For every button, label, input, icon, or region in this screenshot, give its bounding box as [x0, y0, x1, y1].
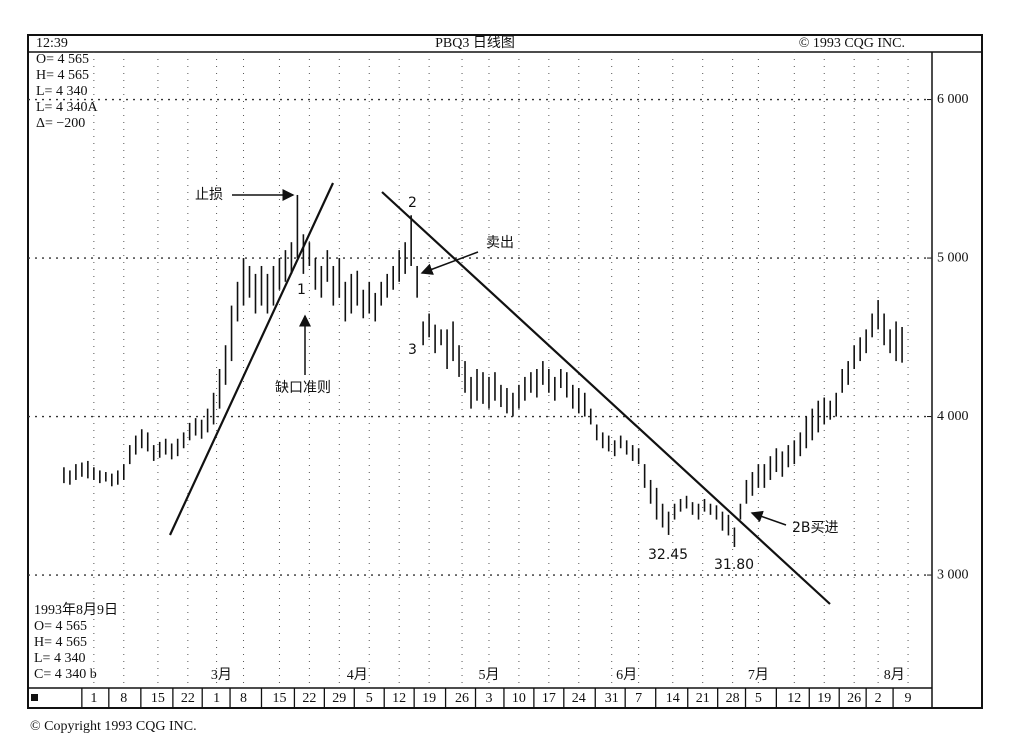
arrow [750, 510, 787, 526]
y-tick-label: 4 000 [937, 409, 969, 424]
x-tick-label: 9 [905, 691, 912, 706]
x-tick-label: 19 [817, 691, 831, 706]
x-tick-label: 10 [512, 691, 526, 706]
month-label: 5月 [478, 667, 499, 683]
trend-line [169, 182, 334, 536]
annotation: 缺口准则 [275, 380, 331, 396]
info-line: H= 4 565 [34, 635, 87, 650]
y-tick-label: 3 000 [937, 567, 969, 582]
x-tick-label: 31 [605, 691, 619, 706]
x-tick-label: 8 [120, 691, 127, 706]
header-copyright: © 1993 CQG INC. [799, 36, 905, 51]
x-tick-label: 28 [726, 691, 740, 706]
info-line: L= 4 340 [36, 84, 87, 99]
frame [27, 34, 983, 709]
month-label: 7月 [748, 667, 769, 683]
x-tick-label: 5 [366, 691, 373, 706]
info-line: H= 4 565 [36, 68, 89, 83]
annotation: 卖出 [486, 235, 514, 251]
x-tick-label: 3 [485, 691, 492, 706]
x-tick-label: 8 [240, 691, 247, 706]
info-line: L= 4 340 [34, 651, 85, 666]
info-line: Δ= −200 [36, 116, 85, 131]
trend-line [381, 191, 831, 605]
x-tick-label: 26 [455, 691, 469, 706]
x-tick-label: 19 [422, 691, 436, 706]
info-line: O= 4 565 [34, 619, 87, 634]
x-tick-label: 15 [272, 691, 286, 706]
header-title: PBQ3 日线图 [435, 35, 515, 51]
month-label: 3月 [211, 667, 232, 683]
info-line: L= 4 340A [36, 100, 98, 115]
annotation: 止损 [195, 187, 223, 203]
x-tick-label: 29 [332, 691, 346, 706]
y-tick-label: 6 000 [937, 92, 969, 107]
x-tick-label: 22 [302, 691, 316, 706]
y-tick-label: 5 000 [937, 250, 969, 265]
x-tick-label: 14 [666, 691, 680, 706]
info-line: 1993年8月9日 [34, 602, 118, 618]
x-tick-label: 26 [847, 691, 861, 706]
x-tick-label: 2 [875, 691, 882, 706]
x-tick-label: 7 [635, 691, 642, 706]
menu-icon [31, 694, 38, 701]
x-tick-label: 5 [755, 691, 762, 706]
info-line: C= 4 340 b [34, 667, 97, 682]
footer: © Copyright 1993 CQG INC. [30, 719, 197, 734]
x-tick-label: 24 [572, 691, 586, 706]
x-tick-label: 22 [181, 691, 195, 706]
annotation: 2B买进 [792, 520, 839, 536]
annotation: 2 [408, 195, 417, 211]
annotation: 1 [297, 282, 306, 298]
x-tick-label: 1 [90, 691, 97, 706]
x-tick-label: 1 [213, 691, 220, 706]
info-line: O= 4 565 [36, 52, 89, 67]
annotation: 32.45 [648, 547, 688, 563]
x-tick-label: 12 [392, 691, 406, 706]
x-tick-label: 21 [696, 691, 710, 706]
month-label: 4月 [347, 667, 368, 683]
annotation: 31.80 [714, 557, 754, 573]
header-time: 12:39 [36, 36, 68, 51]
x-tick-label: 12 [787, 691, 801, 706]
arrow [420, 251, 479, 275]
annotation: 3 [408, 342, 417, 358]
x-tick-label: 15 [151, 691, 165, 706]
month-label: 8月 [884, 667, 905, 683]
month-label: 6月 [616, 667, 637, 683]
x-tick-label: 17 [542, 691, 556, 706]
